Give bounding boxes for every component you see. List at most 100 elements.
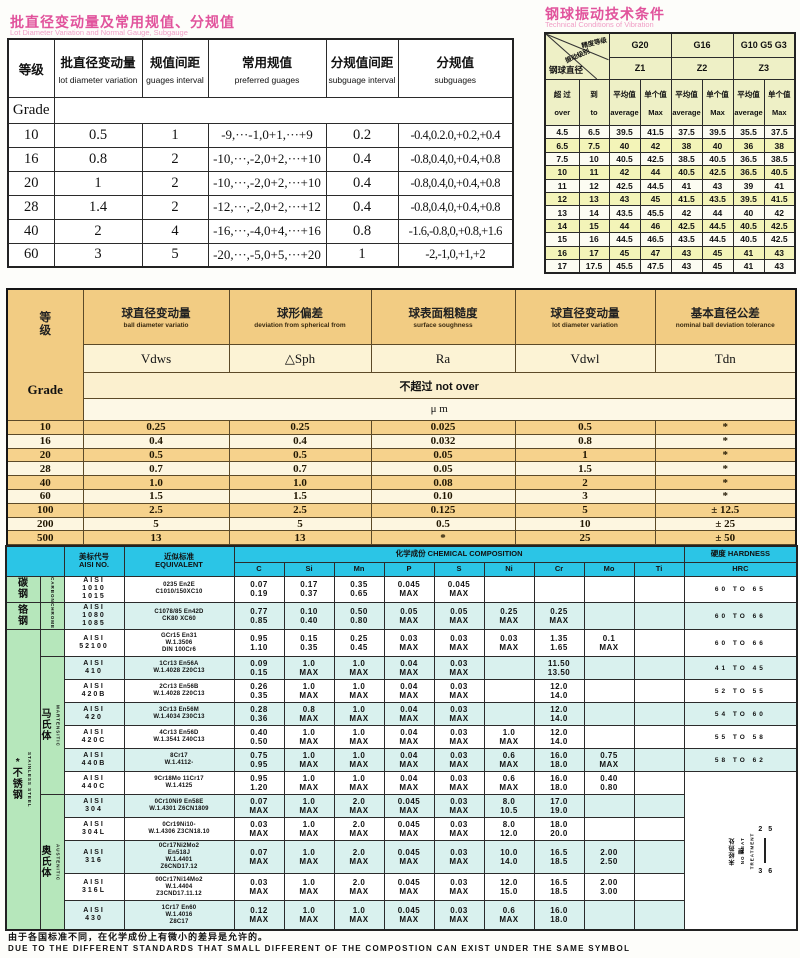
column-header: 球形偏差 deviation from spherical from xyxy=(228,288,372,346)
table-cell: 0.25 0.45 xyxy=(333,629,385,658)
diagonal-header-cell: 精度等级 振动级别 钢球直径 xyxy=(544,32,610,80)
table-cell: 45 xyxy=(701,258,734,274)
table-cell: 0.10 xyxy=(370,488,516,504)
table-cell: 4 xyxy=(141,218,209,244)
table-cell xyxy=(583,575,635,604)
table-cell: 0.025 xyxy=(370,420,516,435)
table-cell: 1.0 MAX xyxy=(283,794,335,819)
table-cell: 0.08 xyxy=(370,475,516,490)
table-cell xyxy=(483,702,535,727)
table-cell: 0.03 MAX xyxy=(433,679,485,704)
table-cell: 1.0 MAX xyxy=(333,679,385,704)
table-cell: 6.5 xyxy=(578,124,610,140)
table-cell: 46 xyxy=(639,218,672,234)
table-row: 13 14 43.5 45.5 42 44 40 42 xyxy=(544,205,796,220)
table-cell: -0.8,0.4,0,+0.4,+0.8 xyxy=(397,194,514,220)
table-cell: 2.0 MAX xyxy=(333,840,385,875)
table-cell: 1.0 MAX xyxy=(333,725,385,750)
table-cell: 36 xyxy=(732,138,765,153)
grade-en: Grade xyxy=(27,382,63,397)
table-cell: 1.0 MAX xyxy=(283,656,335,681)
table-cell: 2.5 xyxy=(228,502,372,518)
hrc-header: HRC xyxy=(683,561,798,577)
table-cell: 0.03 MAX xyxy=(433,900,485,931)
table-cell: 1.0 MAX xyxy=(283,679,335,704)
table-cell: 0.05 MAX xyxy=(433,602,485,631)
table-cell xyxy=(633,575,685,604)
table-cell: 14 xyxy=(578,205,610,220)
table-row: 17 17.5 45.5 47.5 43 45 41 43 xyxy=(544,258,796,274)
table-cell: -10,···,-2,0+2,···+10 xyxy=(207,146,327,172)
table-cell: AISI 440B xyxy=(63,748,125,773)
table-cell: 15 xyxy=(578,218,610,234)
table-cell: 12.0 15.0 xyxy=(483,873,535,902)
table-row: 11 12 42.5 44.5 41 43 39 41 xyxy=(544,178,796,193)
table-cell: 41.5 xyxy=(639,124,672,140)
table-cell: 0.03 MAX xyxy=(433,873,485,902)
table-cell: 1.0 xyxy=(82,475,230,490)
table-cell: 60 TO 66 xyxy=(683,602,798,631)
table-cell: AISI 304 xyxy=(63,794,125,819)
table-cell: 52 TO 55 xyxy=(683,679,798,704)
equivalent-header: 近似标准 EQUIVALENT xyxy=(123,545,235,577)
table-cell: 1.0 MAX xyxy=(283,725,335,750)
table-cell xyxy=(583,602,635,631)
table-cell: AISI 1010 1015 xyxy=(63,575,125,604)
element-header: C xyxy=(233,561,285,577)
column-header: 分规值间距 subguage interval xyxy=(325,38,399,98)
chemical-composition-header: 化学成份 CHEMICAL COMPOSITION xyxy=(233,545,685,563)
table-cell: 40.5 xyxy=(701,151,734,167)
column-header: 基本直径公差 nominal ball deviation tolerance xyxy=(654,288,797,346)
table-row: * 不 锈 钢 STAINLESS STEEL AISI 52100 GCr15 En… xyxy=(5,629,798,931)
table-row: 6.5 7.5 40 42 38 40 36 38 xyxy=(544,138,796,153)
table-cell: 17.5 xyxy=(578,258,610,274)
vibration-title: 钢球振动技术条件 xyxy=(545,6,665,22)
table-row: 20 0.5 0.5 0.05 1 * xyxy=(6,447,797,463)
table-cell xyxy=(633,840,685,875)
table-cell xyxy=(633,656,685,681)
table-cell: 0.75 0.95 xyxy=(233,748,285,773)
table-cell: 42 xyxy=(608,165,641,180)
table-cell: 0.25 xyxy=(228,420,372,435)
table-cell: 0.4 xyxy=(325,146,399,172)
table-cell: 42.5 xyxy=(763,232,796,247)
table-cell: 0.77 0.85 xyxy=(233,602,285,631)
table-cell: -1.6,-0.8,0,+0.8,+1.6 xyxy=(397,218,514,244)
table-cell: C1078/85 En42D CK80 XC60 xyxy=(123,602,235,631)
table-row: 28 1.4 2 -12,···,-2,0+2,···+12 0.4 -0.8,0.4,0… xyxy=(7,194,514,220)
table-cell: 0.04 MAX xyxy=(383,771,435,796)
column-header: 球直径变动量 ball diameter variatio xyxy=(82,288,230,346)
table-cell: 2 xyxy=(141,170,209,196)
table-cell: 40.5 xyxy=(608,151,641,167)
hrc-bracket-line xyxy=(764,838,767,863)
table-cell: 0.07 MAX xyxy=(233,840,285,875)
table-cell: 1.0 MAX xyxy=(283,817,335,842)
table-cell: 0.17 0.37 xyxy=(283,575,335,604)
table-cell: 4.5 xyxy=(544,124,580,140)
table-cell: 17 xyxy=(578,245,610,260)
table-cell: -2,-1,0,+1,+2 xyxy=(397,242,514,268)
table-cell: 44 xyxy=(608,218,641,234)
table-cell: 43 xyxy=(701,178,734,193)
table-cell: 1Cr13 En56A W.1.4028 Z20C13 xyxy=(123,656,235,681)
table-cell: 60 xyxy=(7,242,55,268)
table-cell: AISI 304L xyxy=(63,817,125,842)
element-header: Cr xyxy=(533,561,585,577)
table-cell: 4Cr13 En56D W.1.3541 Z40C13 xyxy=(123,725,235,750)
table-cell: 0.4 xyxy=(228,433,372,449)
table-cell: 0.09 0.15 xyxy=(233,656,285,681)
table-cell: 43 xyxy=(670,245,703,260)
table-cell: 15 xyxy=(544,232,580,247)
table-cell: 0.5 xyxy=(370,516,516,532)
chemical-composition-table: 美标代号 AISI NO. 近似标准 EQUIVALENT 化学成份 CHEMI… xyxy=(5,545,799,931)
table-cell: 35.5 xyxy=(732,124,765,140)
table-cell: * xyxy=(654,461,797,477)
table-cell: AISI 410 xyxy=(63,656,125,681)
table-cell: 0.04 MAX xyxy=(383,702,435,727)
table-cell xyxy=(633,725,685,750)
table-cell: 1.0 MAX xyxy=(483,725,535,750)
table-cell: 0.03 MAX xyxy=(433,840,485,875)
column-header: 球表面粗糙度 surface soughness xyxy=(370,288,516,346)
table-cell: 2.00 3.00 xyxy=(583,873,635,902)
table-cell: 0.03 MAX xyxy=(433,748,485,773)
